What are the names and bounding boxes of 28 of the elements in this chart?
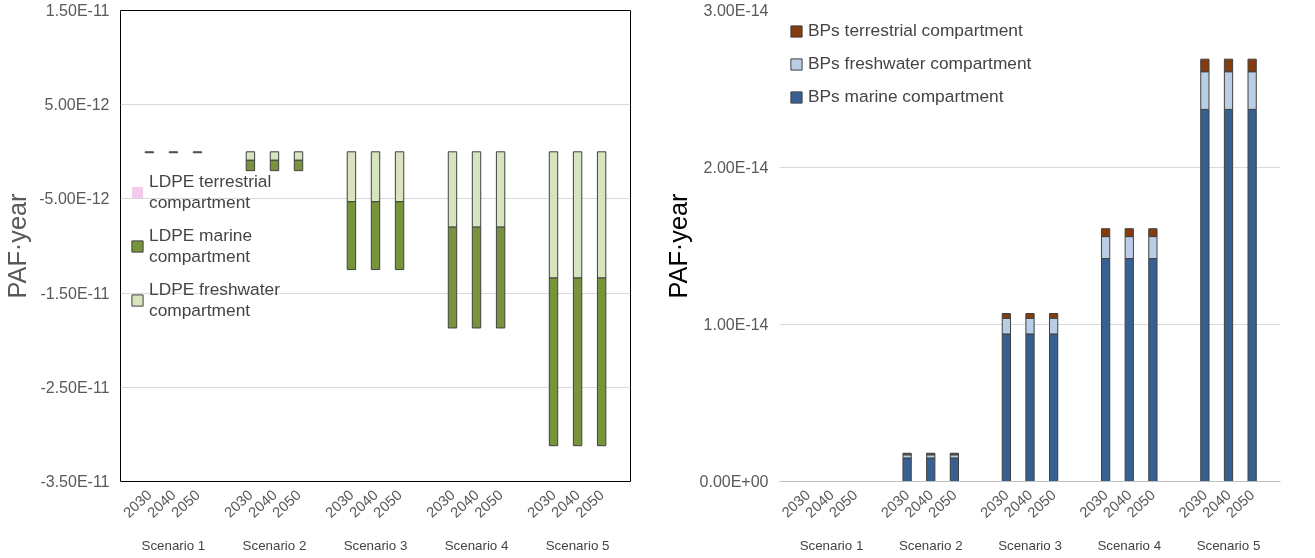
text: Scenario 1: [141, 537, 206, 553]
y-tick-label: 1.00E-14: [703, 316, 769, 333]
legend-label: LDPE terrestrial compartment: [149, 170, 272, 213]
y-axis-title: PAF·year: [3, 192, 32, 299]
text: Scenario 3: [998, 537, 1062, 553]
text: Scenario 4: [1097, 537, 1162, 553]
legend-label: LDPE marine compartment: [149, 224, 253, 267]
text: Scenario 1: [799, 537, 864, 553]
y-tick-label: -1.50E-11: [40, 284, 110, 302]
y-tick-label: -2.50E-11: [40, 378, 110, 396]
y-tick-label: -3.50E-11: [40, 473, 110, 490]
legend-label: BPs freshwater compartment: [808, 53, 1032, 74]
y-tick-label: 0.00E+00: [699, 473, 769, 490]
y-tick-label: -5.00E-12: [39, 190, 110, 208]
legend-label: LDPE freshwater compartment: [149, 278, 280, 321]
y-tick-label: 1.50E-11: [45, 2, 110, 19]
y-tick-label: 5.00E-12: [44, 96, 110, 114]
y-axis-title: PAF·year: [663, 192, 692, 299]
text: Scenario 2: [898, 537, 963, 553]
text: Scenario 2: [242, 537, 307, 553]
text: Scenario 5: [545, 537, 610, 553]
text: Scenario 4: [444, 537, 509, 553]
y-tick-label: 3.00E-14: [703, 2, 769, 19]
text: Scenario 5: [1196, 537, 1261, 553]
text: Scenario 3: [343, 537, 408, 553]
legend-label: BPs marine compartment: [808, 86, 1004, 107]
y-tick-label: 2.00E-14: [703, 159, 769, 176]
legend-label: BPs terrestrial compartment: [808, 20, 1023, 41]
